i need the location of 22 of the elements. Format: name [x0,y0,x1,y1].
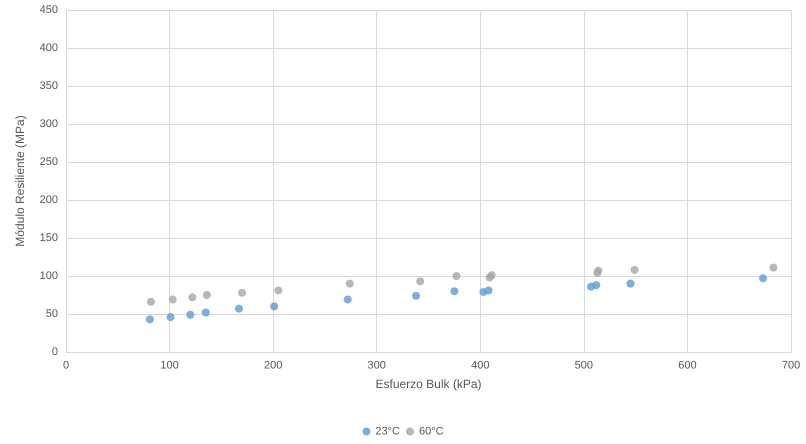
x-tick-label: 100 [160,360,179,372]
x-tick-label: 300 [368,360,386,372]
y-tick-label: 250 [40,156,58,168]
y-tick-label: 50 [46,308,58,320]
legend-label: 23°C [375,426,400,438]
y-tick-label: 100 [40,270,58,282]
y-tick-label: 450 [40,4,58,16]
x-tick-label: 200 [264,360,282,372]
y-tick-label: 400 [40,42,58,54]
y-tick-label: 150 [40,232,58,244]
y-tick-label: 350 [40,80,58,92]
x-tick-label: 700 [782,360,800,372]
x-tick-label: 600 [678,360,697,372]
x-tick-label: 0 [62,360,70,372]
y-tick-label: 0 [52,346,58,358]
y-axis-title: Módulo Resiliente (MPa) [13,115,27,247]
y-tick-label: 200 [40,194,58,206]
y-tick-label: 300 [40,118,58,130]
x-axis-title: Esfuerzo Bulk (kPa) [375,377,482,391]
x-tick-label: 500 [574,360,594,372]
legend-label: 60°C [419,426,444,438]
x-tick-label: 400 [471,360,490,372]
